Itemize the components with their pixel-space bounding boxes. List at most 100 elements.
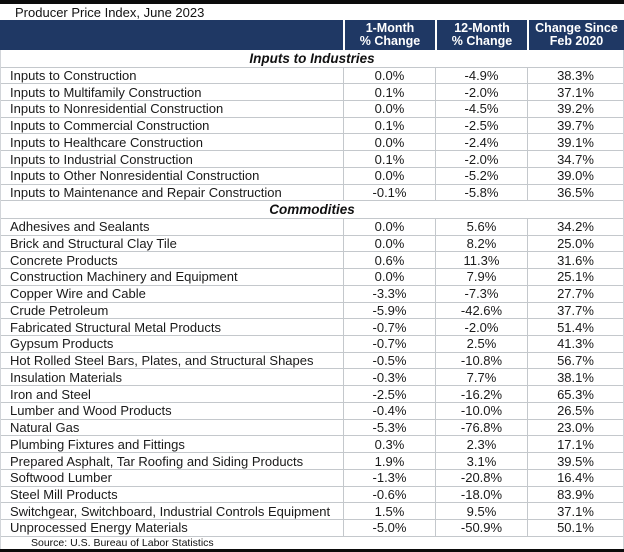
table-row: Concrete Products 0.6% 11.3% 31.6%: [1, 252, 623, 270]
row-value: -2.4%: [435, 134, 527, 151]
table-row: Steel Mill Products -0.6% -18.0% 83.9%: [1, 486, 623, 504]
row-value: 1.5%: [343, 503, 435, 520]
row-value: -50.9%: [435, 520, 527, 536]
table-body: Inputs to Industries Inputs to Constructi…: [0, 50, 624, 549]
table-row: Inputs to Nonresidential Construction 0.0…: [1, 100, 623, 118]
row-value: 0.1%: [343, 84, 435, 100]
table-row: Hot Rolled Steel Bars, Plates, and Struc…: [1, 352, 623, 370]
table-row: Adhesives and Sealants 0.0% 5.6% 34.2%: [1, 218, 623, 236]
row-value: 39.1%: [527, 134, 623, 151]
row-value: -2.5%: [343, 386, 435, 402]
row-value: -20.8%: [435, 469, 527, 486]
row-value: 39.5%: [527, 453, 623, 469]
row-value: 9.5%: [435, 503, 527, 520]
row-label: Copper Wire and Cable: [10, 286, 146, 302]
table-row: Crude Petroleum -5.9% -42.6% 37.7%: [1, 302, 623, 320]
row-value: -0.5%: [343, 352, 435, 369]
row-label: Plumbing Fixtures and Fittings: [10, 436, 185, 452]
row-value: -4.9%: [435, 67, 527, 84]
row-value: -7.3%: [435, 285, 527, 302]
row-label: Inputs to Other Nonresidential Construct…: [10, 168, 260, 184]
row-value: 83.9%: [527, 486, 623, 503]
header-change-since: Change Since Feb 2020: [527, 20, 624, 50]
row-value: 41.3%: [527, 336, 623, 352]
table-row: Inputs to Healthcare Construction 0.0% -2.…: [1, 134, 623, 152]
row-label: Adhesives and Sealants: [10, 219, 150, 235]
row-label: Inputs to Nonresidential Construction: [10, 101, 224, 117]
table-row: Inputs to Maintenance and Repair Constru…: [1, 184, 623, 202]
column-header-row: 1-Month % Change 12-Month % Change Chang…: [0, 20, 624, 50]
table-row: Inputs to Construction 0.0% -4.9% 38.3%: [1, 67, 623, 85]
row-value: 65.3%: [527, 386, 623, 402]
row-label: Brick and Structural Clay Tile: [10, 235, 177, 251]
row-label: Inputs to Multifamily Construction: [10, 84, 202, 100]
row-value: 17.1%: [527, 436, 623, 453]
row-value: 5.6%: [435, 218, 527, 235]
row-value: 34.2%: [527, 218, 623, 235]
row-label: Switchgear, Switchboard, Industrial Cont…: [10, 503, 331, 519]
row-label: Prepared Asphalt, Tar Roofing and Siding…: [10, 453, 304, 469]
table-row: Fabricated Structural Metal Products -0.7…: [1, 319, 623, 337]
row-label: Unprocessed Energy Materials: [10, 520, 188, 536]
table-row: Natural Gas -5.3% -76.8% 23.0%: [1, 419, 623, 437]
table-row: Inputs to Industrial Construction 0.1% -2.…: [1, 151, 623, 168]
section-title: Commodities: [1, 201, 623, 219]
row-label: Crude Petroleum: [10, 302, 109, 318]
row-value: 38.3%: [527, 67, 623, 84]
row-value: 26.5%: [527, 402, 623, 419]
row-label: Iron and Steel: [10, 386, 91, 402]
table-row: Plumbing Fixtures and Fittings 0.3% 2.3% 17…: [1, 436, 623, 454]
row-label: Steel Mill Products: [10, 486, 118, 502]
row-value: 0.0%: [343, 269, 435, 285]
table-row: Construction Machinery and Equipment 0.0%…: [1, 269, 623, 286]
row-value: 7.9%: [435, 269, 527, 285]
row-label: Fabricated Structural Metal Products: [10, 319, 221, 335]
bottom-frame-bar: [0, 548, 624, 552]
row-value: 7.7%: [435, 369, 527, 386]
row-value: 3.1%: [435, 453, 527, 469]
row-value: -0.7%: [343, 319, 435, 336]
row-label: Softwood Lumber: [10, 470, 112, 486]
top-frame-bar: [0, 0, 624, 4]
table-row: Inputs to Commercial Construction 0.1% -2.…: [1, 117, 623, 135]
row-value: -2.0%: [435, 84, 527, 100]
row-value: 25.1%: [527, 269, 623, 285]
row-value: -18.0%: [435, 486, 527, 503]
row-value: 51.4%: [527, 319, 623, 336]
row-value: -10.8%: [435, 352, 527, 369]
row-value: 2.5%: [435, 336, 527, 352]
row-value: -3.3%: [343, 285, 435, 302]
table-row: Softwood Lumber -1.3% -20.8% 16.4%: [1, 469, 623, 487]
row-value: 8.2%: [435, 235, 527, 252]
table-row: Brick and Structural Clay Tile 0.0% 8.2% 25…: [1, 235, 623, 253]
row-value: -76.8%: [435, 419, 527, 436]
row-value: 0.6%: [343, 252, 435, 269]
row-value: -0.6%: [343, 486, 435, 503]
row-value: -0.3%: [343, 369, 435, 386]
row-label: Inputs to Maintenance and Repair Constru…: [10, 185, 282, 200]
row-value: 37.7%: [527, 302, 623, 319]
row-value: -0.1%: [343, 184, 435, 201]
table-row: Insulation Materials -0.3% 7.7% 38.1%: [1, 369, 623, 387]
row-value: 34.7%: [527, 151, 623, 167]
section-title: Inputs to Industries: [1, 50, 623, 68]
header-12-month: 12-Month % Change: [435, 20, 527, 50]
row-value: 27.7%: [527, 285, 623, 302]
row-value: 39.0%: [527, 167, 623, 184]
table-row: Gypsum Products -0.7% 2.5% 41.3%: [1, 336, 623, 353]
row-value: 39.7%: [527, 117, 623, 134]
row-value: 0.0%: [343, 218, 435, 235]
row-value: -5.8%: [435, 184, 527, 201]
header-1-month: 1-Month % Change: [343, 20, 435, 50]
row-value: 36.5%: [527, 184, 623, 201]
row-value: 56.7%: [527, 352, 623, 369]
row-value: 0.0%: [343, 235, 435, 252]
row-value: -0.4%: [343, 402, 435, 419]
row-value: 0.0%: [343, 134, 435, 151]
row-value: 50.1%: [527, 520, 623, 536]
row-value: -5.0%: [343, 520, 435, 536]
row-value: 0.3%: [343, 436, 435, 453]
table-row: Prepared Asphalt, Tar Roofing and Siding…: [1, 453, 623, 470]
row-value: -5.3%: [343, 419, 435, 436]
